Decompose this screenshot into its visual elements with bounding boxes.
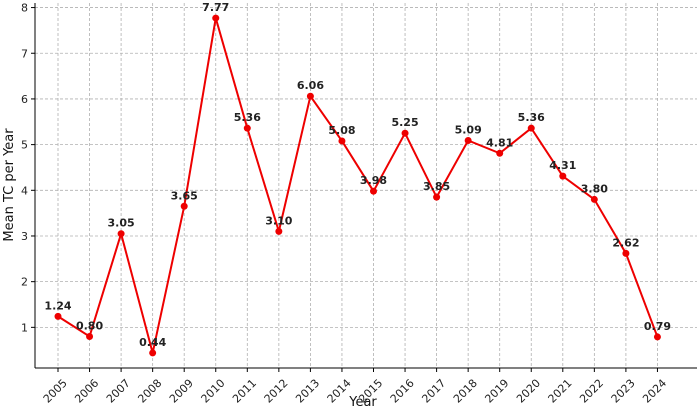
data-point <box>54 312 62 320</box>
data-label: 2.62 <box>612 236 639 249</box>
data-point <box>243 124 251 132</box>
x-tick-label: 2007 <box>104 377 133 406</box>
x-tick-label: 2018 <box>451 377 480 406</box>
data-point <box>464 137 472 145</box>
data-label: 1.24 <box>44 299 71 312</box>
x-tick-label: 2010 <box>199 377 228 406</box>
y-tick-label: 7 <box>21 47 28 60</box>
data-label: 4.81 <box>486 136 513 149</box>
data-point <box>622 249 630 257</box>
y-tick-label: 1 <box>21 321 28 334</box>
data-label: 3.65 <box>171 189 198 202</box>
data-label: 5.09 <box>455 124 482 137</box>
y-tick-label: 5 <box>21 139 28 152</box>
x-tick-label: 2024 <box>640 377 669 406</box>
data-label: 6.06 <box>297 79 324 92</box>
data-label: 3.05 <box>108 217 135 230</box>
y-tick-label: 6 <box>21 93 28 106</box>
data-point <box>180 202 188 210</box>
data-label: 0.80 <box>76 319 103 332</box>
y-tick-label: 4 <box>21 184 28 197</box>
y-axis-title: Mean TC per Year <box>2 128 17 242</box>
y-ticks: 1 2 3 4 5 6 7 8 <box>21 2 35 334</box>
x-tick-label: 2022 <box>577 377 606 406</box>
x-tick-label: 2009 <box>167 377 196 406</box>
data-point <box>559 172 567 180</box>
data-label: 5.08 <box>328 124 355 137</box>
data-point <box>590 195 598 203</box>
x-tick-label: 2005 <box>41 377 70 406</box>
data-point <box>212 14 220 22</box>
data-label: 3.85 <box>423 180 450 193</box>
data-label: 4.31 <box>549 159 576 172</box>
x-tick-label: 2017 <box>419 377 448 406</box>
data-point <box>306 92 314 100</box>
data-labels: 1.24 0.80 3.05 0.44 3.65 7.77 5.36 3.10 6.06 5.08… <box>44 1 671 349</box>
x-axis-title: Year <box>348 395 377 410</box>
x-tick-label: 2020 <box>514 377 543 406</box>
x-tick-label: 2013 <box>293 377 322 406</box>
data-point <box>338 137 346 145</box>
x-tick-label: 2012 <box>262 377 291 406</box>
x-tick-label: 2006 <box>72 377 101 406</box>
data-label: 0.44 <box>139 336 166 349</box>
data-label: 5.36 <box>518 111 545 124</box>
data-label: 5.36 <box>234 111 261 124</box>
data-point <box>496 149 504 157</box>
data-label: 0.79 <box>644 320 671 333</box>
data-point <box>527 124 535 132</box>
data-point <box>86 332 94 340</box>
data-label: 7.77 <box>202 1 229 14</box>
data-point <box>149 349 157 357</box>
y-tick-label: 2 <box>21 276 28 289</box>
data-label: 5.25 <box>391 116 418 129</box>
axes <box>34 3 697 369</box>
data-label: 3.10 <box>265 214 292 227</box>
x-tick-label: 2021 <box>546 377 575 406</box>
grid <box>35 3 697 368</box>
data-point <box>370 187 377 195</box>
y-tick-label: 8 <box>21 2 28 15</box>
data-point <box>433 193 441 201</box>
data-points <box>54 14 661 357</box>
data-point <box>117 230 125 238</box>
data-label: 3.98 <box>360 174 387 187</box>
data-point <box>275 227 283 235</box>
x-tick-label: 2016 <box>388 377 417 406</box>
series-line <box>57 17 659 354</box>
data-point <box>401 129 409 137</box>
y-tick-label: 3 <box>21 230 28 243</box>
data-label: 3.80 <box>581 182 608 195</box>
x-tick-label: 2008 <box>135 377 164 406</box>
x-tick-label: 2023 <box>609 377 638 406</box>
data-point <box>653 333 661 341</box>
x-tick-label: 2011 <box>230 377 259 406</box>
x-tick-label: 2019 <box>482 377 511 406</box>
